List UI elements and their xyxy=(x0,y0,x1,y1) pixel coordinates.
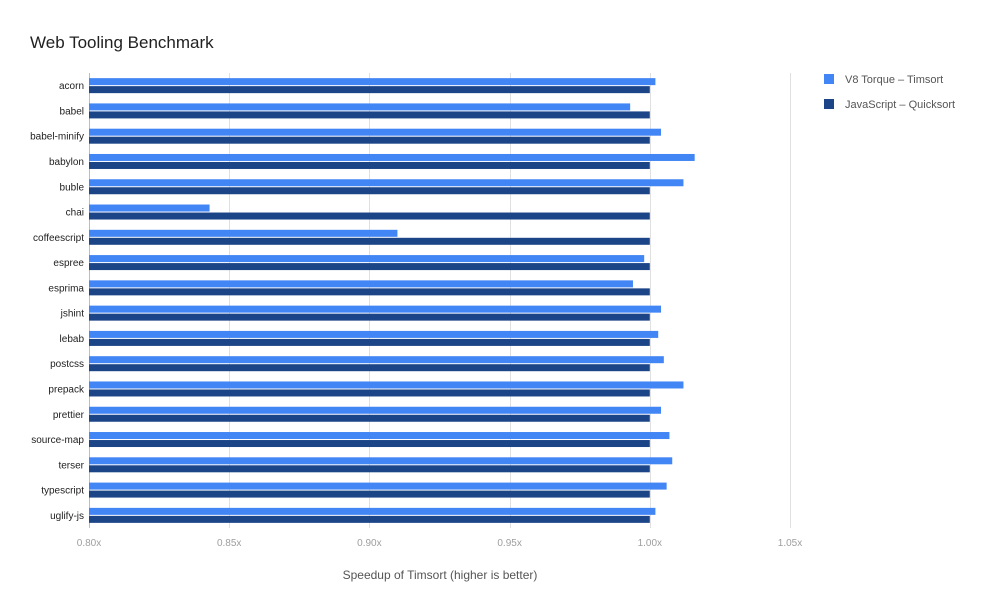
category-label: buble xyxy=(60,182,85,193)
bar-quicksort xyxy=(89,288,650,296)
bar-quicksort xyxy=(89,212,650,220)
legend-label-quicksort: JavaScript – Quicksort xyxy=(845,99,955,111)
bar-quicksort xyxy=(89,263,650,271)
category-label: espree xyxy=(53,258,84,269)
grid-lines xyxy=(89,73,791,528)
bar-timsort xyxy=(89,103,631,111)
category-labels: acorn babel babel-minify babylon buble chai co… xyxy=(30,81,85,522)
bar-quicksort xyxy=(89,313,650,321)
bar-quicksort xyxy=(89,389,650,397)
bar-quicksort xyxy=(89,237,650,245)
bar-quicksort xyxy=(89,111,650,119)
category-label: babel xyxy=(60,106,84,117)
bar-quicksort xyxy=(89,515,650,523)
category-label: acorn xyxy=(59,81,84,92)
bar-timsort xyxy=(89,432,670,440)
bar-timsort xyxy=(89,406,662,414)
category-label: babylon xyxy=(49,157,84,168)
bar-quicksort xyxy=(89,161,650,169)
bar-timsort xyxy=(89,280,633,288)
category-label: typescript xyxy=(41,486,84,497)
bar-quicksort xyxy=(89,338,650,346)
bar-quicksort xyxy=(89,465,650,473)
bar-quicksort xyxy=(89,490,650,498)
category-label: jshint xyxy=(60,309,85,320)
category-label: babel-minify xyxy=(30,132,84,143)
bar-quicksort xyxy=(89,86,650,94)
legend: V8 Torque – Timsort JavaScript – Quickso… xyxy=(824,74,955,111)
bar-timsort xyxy=(89,179,684,187)
category-label: postcss xyxy=(50,359,84,370)
bar-timsort xyxy=(89,330,659,338)
bar-timsort xyxy=(89,482,667,490)
category-label: chai xyxy=(66,208,84,219)
bar-quicksort xyxy=(89,187,650,195)
bar-timsort xyxy=(89,78,656,86)
category-label: lebab xyxy=(60,334,85,345)
bar-quicksort xyxy=(89,364,650,372)
bar-timsort xyxy=(89,204,210,212)
bar-quicksort xyxy=(89,136,650,144)
bar-timsort xyxy=(89,128,662,136)
category-label: esprima xyxy=(48,283,84,294)
bars xyxy=(89,78,695,523)
x-tick-label: 1.05x xyxy=(778,538,802,549)
bar-timsort xyxy=(89,507,656,515)
chart-title: Web Tooling Benchmark xyxy=(30,33,214,52)
bar-timsort xyxy=(89,381,684,389)
category-label: coffeescript xyxy=(33,233,84,244)
bar-timsort xyxy=(89,229,398,237)
legend-swatch-quicksort xyxy=(824,99,834,109)
legend-swatch-timsort xyxy=(824,74,834,84)
legend-label-timsort: V8 Torque – Timsort xyxy=(845,74,943,86)
bar-timsort xyxy=(89,356,664,364)
bar-timsort xyxy=(89,153,695,161)
x-tick-label: 0.90x xyxy=(357,538,381,549)
x-tick-label: 0.95x xyxy=(497,538,521,549)
category-label: terser xyxy=(58,460,84,471)
bar-timsort xyxy=(89,255,645,263)
category-label: prepack xyxy=(48,384,85,395)
bar-quicksort xyxy=(89,414,650,422)
x-axis-label: Speedup of Timsort (higher is better) xyxy=(343,568,538,582)
bar-timsort xyxy=(89,457,673,465)
bar-quicksort xyxy=(89,440,650,448)
bar-timsort xyxy=(89,305,662,313)
category-label: source-map xyxy=(31,435,84,446)
x-tick-labels: 0.80x 0.85x 0.90x 0.95x 1.00x 1.05x xyxy=(77,538,802,549)
category-label: uglify-js xyxy=(50,511,84,522)
x-tick-label: 1.00x xyxy=(638,538,662,549)
category-label: prettier xyxy=(53,410,85,421)
x-tick-label: 0.80x xyxy=(77,538,101,549)
x-tick-label: 0.85x xyxy=(217,538,241,549)
